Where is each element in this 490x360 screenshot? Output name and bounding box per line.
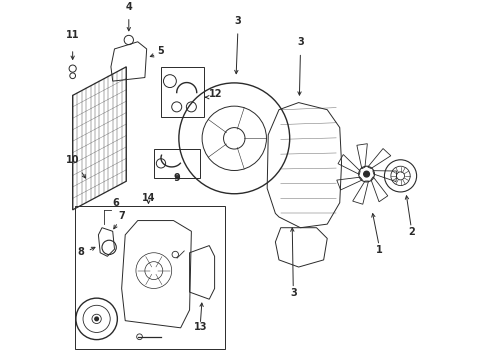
Text: 10: 10 [66,156,80,165]
Text: 13: 13 [194,321,207,332]
Text: 3: 3 [235,16,241,26]
Text: 6: 6 [113,198,120,208]
Text: 3: 3 [290,288,296,298]
Bar [75,206,225,349]
Text: 14: 14 [142,193,155,203]
Text: 2: 2 [408,227,415,237]
Text: 7: 7 [118,211,125,221]
Text: 5: 5 [157,46,164,56]
Bar [154,149,200,177]
Text: 1: 1 [376,245,383,255]
Text: 11: 11 [66,30,80,40]
Circle shape [364,171,369,177]
Text: 4: 4 [125,1,132,12]
Text: 8: 8 [77,247,84,257]
Text: 3: 3 [297,37,304,48]
Text: 12: 12 [209,89,223,99]
Circle shape [95,317,98,321]
Bar [161,67,204,117]
Text: 9: 9 [173,173,180,183]
